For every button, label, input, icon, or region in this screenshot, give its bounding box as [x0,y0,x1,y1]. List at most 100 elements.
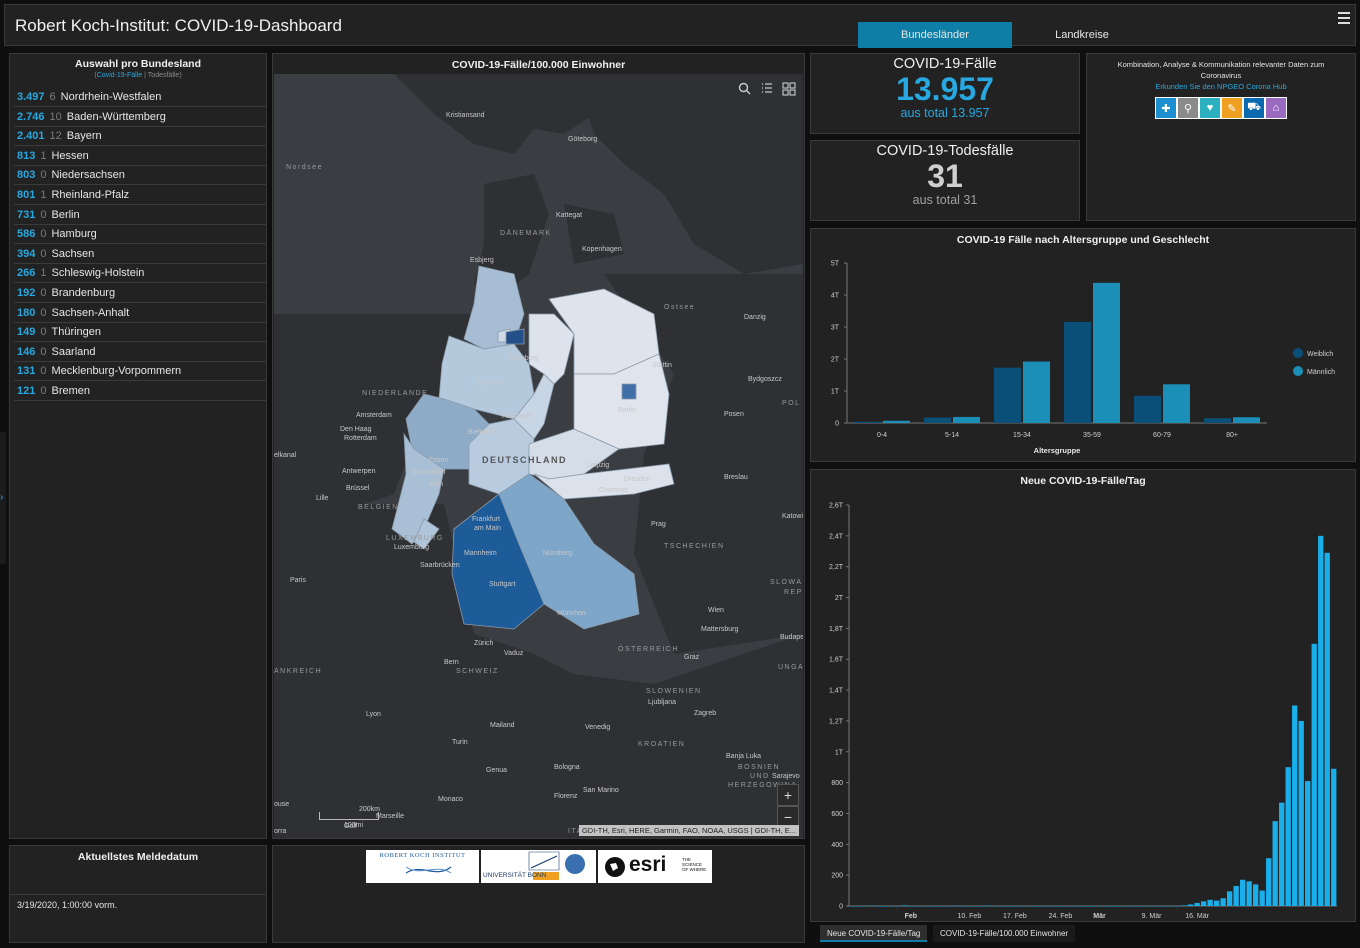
daily-bar[interactable] [1174,906,1181,907]
daily-bar[interactable] [875,906,881,907]
zoom-in-button[interactable]: + [777,784,799,806]
daily-bar[interactable] [1031,906,1038,907]
hamburger-menu-icon[interactable] [1338,12,1350,24]
bar-5-14-Weiblich[interactable] [924,417,951,423]
daily-bar[interactable] [1057,906,1064,907]
hub-link[interactable]: Erkunden Sie den NPGEO Corona Hub [1155,82,1287,91]
basemap-gallery-icon[interactable] [781,81,797,97]
daily-bar[interactable] [1129,906,1135,907]
bar-35-59-Weiblich[interactable] [1064,321,1091,423]
daily-bar[interactable] [979,906,986,907]
bonn-logo[interactable]: UNIVERSITÄT BONN [481,850,596,883]
bar-60-79-Weiblich[interactable] [1134,395,1161,423]
daily-bar[interactable] [908,906,914,907]
legend-label[interactable]: Männlich [1307,369,1335,376]
daily-bar[interactable] [1200,901,1207,906]
daily-bar[interactable] [934,906,940,907]
daily-bar[interactable] [1187,904,1194,906]
esri-logo[interactable]: esri THE SCIENCE OF WHERE [598,850,712,883]
state-row[interactable]: 121 0 Bremen [14,382,266,401]
daily-bar[interactable] [1155,906,1161,907]
daily-bar[interactable] [1064,906,1070,907]
daily-bar[interactable] [1012,906,1018,907]
daily-bar[interactable] [888,906,894,907]
daily-bar[interactable] [1168,906,1174,907]
daily-bar[interactable] [1038,906,1044,907]
state-row[interactable]: 813 1 Hessen [14,147,266,166]
bar-80+-Weiblich[interactable] [1204,418,1231,423]
daily-bar[interactable] [999,906,1005,907]
daily-bar[interactable] [1305,781,1311,906]
daily-bar[interactable] [1103,906,1109,907]
daily-bar[interactable] [1311,643,1317,906]
bar-15-34-Weiblich[interactable] [994,367,1021,423]
state-row[interactable]: 394 0 Sachsen [14,245,266,264]
daily-bar[interactable] [953,905,960,907]
state-row[interactable]: 149 0 Thüringen [14,323,266,343]
daily-bar[interactable] [1051,906,1057,907]
car-icon[interactable]: ⛟ [1243,97,1265,119]
state-row[interactable]: 2.401 12 Bayern [14,127,266,147]
map-pin-icon[interactable]: ⚲ [1177,97,1199,119]
daily-bar[interactable] [1233,885,1239,906]
bar-80+-Männlich[interactable] [1233,417,1260,423]
daily-bar[interactable] [1142,906,1148,907]
daily-bar[interactable] [947,906,953,907]
daily-bar[interactable] [1324,552,1330,906]
bar-35-59-Männlich[interactable] [1093,282,1120,423]
state-row[interactable]: 2.746 10 Baden-Württemberg [14,108,266,127]
heart-icon[interactable]: ♥ [1199,97,1221,119]
daily-bar[interactable] [973,906,979,907]
health-care-icon[interactable]: ✚ [1155,97,1177,119]
state-row[interactable]: 192 0 Brandenburg [14,284,266,303]
daily-bar[interactable] [1005,906,1012,907]
legend-label[interactable]: Weiblich [1307,351,1333,358]
legend-list-icon[interactable] [759,81,775,97]
daily-bar[interactable] [1044,906,1051,907]
bar-5-14-Männlich[interactable] [953,416,980,423]
bar-15-34-Männlich[interactable] [1023,361,1050,423]
daily-bar[interactable] [1116,906,1122,907]
bar-0-4-Männlich[interactable] [883,420,910,423]
tab-landkreise[interactable]: Landkreise [1055,29,1109,41]
state-row[interactable]: 801 1 Rheinland-Pfalz [14,186,266,205]
bar-0-4-Weiblich[interactable] [854,421,881,423]
daily-bar[interactable] [1246,881,1252,906]
daily-bar[interactable] [856,906,862,907]
daily-bar[interactable] [1077,906,1083,907]
daily-bar[interactable] [992,906,999,907]
state-row[interactable]: 180 0 Sachsen-Anhalt [14,304,266,323]
state-row[interactable]: 266 1 Schleswig-Holstein [14,264,266,284]
building-icon[interactable]: ⌂ [1265,97,1287,119]
tab-daily-cases[interactable]: Neue COVID-19-Fälle/Tag [820,925,928,942]
daily-bar[interactable] [1253,884,1259,906]
search-icon[interactable] [737,81,753,97]
state-row[interactable]: 803 0 Niedersachsen [14,166,266,186]
daily-bar[interactable] [901,905,907,906]
side-panel-toggle[interactable]: › [0,432,6,564]
daily-bar[interactable] [1207,899,1213,906]
daily-bar[interactable] [1226,891,1233,906]
daily-bar[interactable] [1181,905,1187,906]
daily-bar[interactable] [927,906,933,907]
daily-bar[interactable] [1018,906,1025,907]
daily-bar[interactable] [862,906,868,907]
daily-bar[interactable] [1272,821,1278,906]
rki-logo[interactable]: ROBERT KOCH INSTITUT [366,850,479,883]
daily-bar[interactable] [1285,767,1291,906]
daily-bar[interactable] [1070,906,1077,907]
daily-bar[interactable] [1194,902,1200,906]
daily-bar[interactable] [940,906,946,907]
daily-bar[interactable] [1025,906,1031,907]
daily-bar[interactable] [1122,906,1129,907]
daily-bar[interactable] [1318,535,1324,906]
daily-bar[interactable] [869,905,875,907]
daily-bar[interactable] [914,906,920,907]
daily-bar[interactable] [1240,879,1246,906]
daily-bar[interactable] [1135,906,1142,907]
daily-bar[interactable] [986,905,992,907]
daily-bar[interactable] [1161,906,1168,907]
toggle-cases[interactable]: Covid-19-Fälle [96,72,143,79]
state-row[interactable]: 131 0 Mecklenburg-Vorpommern [14,362,266,382]
daily-bar[interactable] [1090,906,1096,907]
